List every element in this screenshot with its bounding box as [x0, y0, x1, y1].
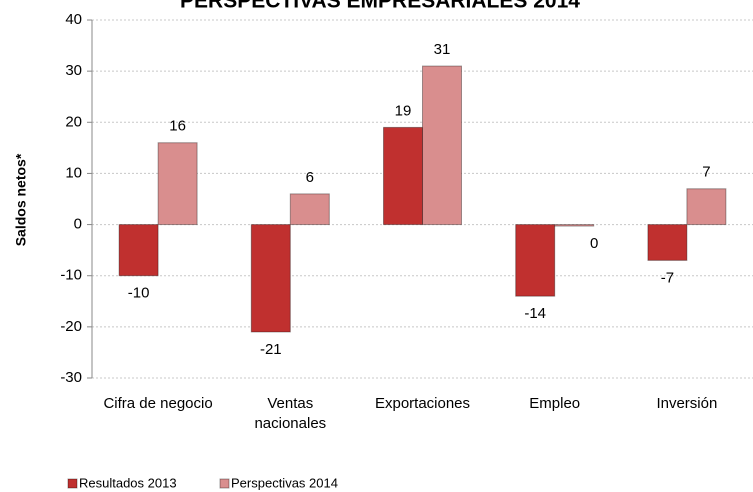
y-tick-label: -10 — [60, 267, 82, 284]
x-tick-label: Inversión — [656, 395, 717, 412]
data-label: 19 — [395, 102, 412, 119]
y-tick-label: 40 — [65, 11, 82, 28]
bar — [686, 188, 727, 226]
data-label: -14 — [524, 305, 546, 322]
legend-swatch — [219, 478, 230, 489]
y-tick-label: 10 — [65, 164, 82, 181]
bar — [554, 224, 595, 227]
x-tick-label: Empleo — [529, 395, 580, 412]
x-tick-label: Ventas nacionales — [254, 395, 326, 432]
legend-label: Perspectivas 2014 — [231, 475, 338, 490]
data-label: 7 — [702, 164, 710, 181]
bar — [289, 193, 330, 226]
y-tick-label: -20 — [60, 318, 82, 335]
data-label: -7 — [661, 269, 674, 286]
chart-title: PERSPECTIVAS EMPRESARIALES 2014 — [180, 0, 580, 13]
bar — [422, 65, 462, 226]
bar — [383, 126, 423, 226]
bar — [118, 224, 159, 277]
legend-label: Resultados 2013 — [79, 475, 177, 490]
data-label: 0 — [590, 235, 598, 252]
bar — [647, 224, 688, 261]
data-label: 6 — [306, 169, 314, 186]
bar — [250, 224, 291, 333]
data-label: 16 — [169, 118, 186, 135]
y-tick-label: 30 — [65, 62, 82, 79]
y-axis-label: Saldos netos* — [13, 153, 29, 246]
bar — [157, 142, 198, 226]
y-tick-label: 20 — [65, 113, 82, 130]
legend-swatch — [67, 478, 78, 489]
data-label: -10 — [128, 285, 150, 302]
x-tick-label: Exportaciones — [375, 395, 470, 412]
y-tick-label: -30 — [60, 369, 82, 386]
y-tick-label: 0 — [74, 216, 82, 233]
data-label: 31 — [434, 41, 451, 58]
bar — [515, 224, 556, 297]
data-label: -21 — [260, 341, 282, 358]
x-tick-label: Cifra de negocio — [103, 395, 212, 412]
